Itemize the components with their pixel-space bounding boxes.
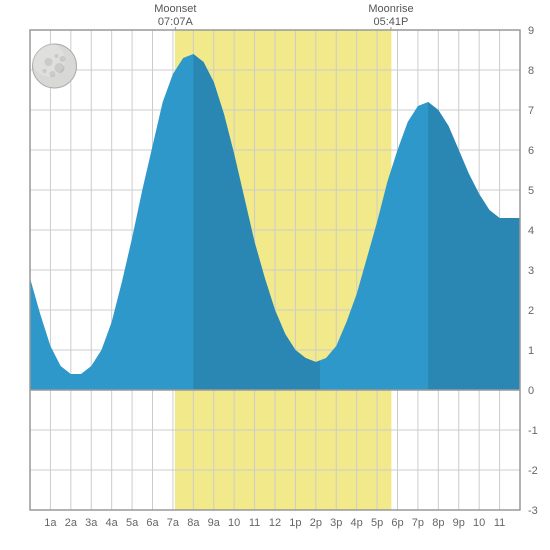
x-tick-label: 9p <box>453 517 465 529</box>
y-tick-label: 3 <box>528 265 534 277</box>
y-tick-label: 4 <box>528 225 534 237</box>
x-tick-label: 7a <box>167 517 180 529</box>
y-tick-label: -1 <box>528 425 538 437</box>
moonset-label: Moonset <box>154 3 196 15</box>
x-tick-label: 6a <box>146 517 159 529</box>
x-tick-label: 4a <box>106 517 119 529</box>
y-tick-label: 2 <box>528 305 534 317</box>
x-tick-label: 11 <box>494 517 505 529</box>
x-tick-label: 2a <box>65 517 78 529</box>
x-tick-label: 7p <box>412 517 424 529</box>
y-tick-label: -3 <box>528 505 538 517</box>
y-tick-label: 7 <box>528 105 534 117</box>
x-tick-label: 1a <box>44 517 57 529</box>
y-tick-label: 9 <box>528 25 534 37</box>
moonrise-label: Moonrise <box>368 3 413 15</box>
chart-svg: -3-2-101234567891a2a3a4a5a6a7a8a9a101112… <box>0 0 550 550</box>
x-tick-label: 12 <box>269 517 281 529</box>
x-tick-label: 1p <box>289 517 301 529</box>
x-tick-label: 10 <box>473 517 485 529</box>
x-tick-label: 3a <box>85 517 98 529</box>
moon-icon <box>32 44 77 89</box>
x-tick-label: 2p <box>310 517 322 529</box>
y-tick-label: 0 <box>528 385 534 397</box>
x-tick-label: 8a <box>187 517 200 529</box>
moonrise-time: 05:41P <box>374 16 409 28</box>
y-tick-label: 5 <box>528 185 534 197</box>
x-tick-label: 9a <box>208 517 221 529</box>
moonset-time: 07:07A <box>158 16 194 28</box>
x-tick-label: 5p <box>371 517 383 529</box>
tide-chart: -3-2-101234567891a2a3a4a5a6a7a8a9a101112… <box>0 0 550 550</box>
y-tick-label: -2 <box>528 465 538 477</box>
y-tick-label: 8 <box>528 65 534 77</box>
x-tick-label: 10 <box>228 517 240 529</box>
x-tick-label: 6p <box>391 517 403 529</box>
x-tick-label: 8p <box>432 517 444 529</box>
x-tick-label: 4p <box>351 517 363 529</box>
y-tick-label: 6 <box>528 145 534 157</box>
x-tick-label: 11 <box>249 517 260 529</box>
y-tick-label: 1 <box>528 345 534 357</box>
x-tick-label: 3p <box>330 517 342 529</box>
x-tick-label: 5a <box>126 517 139 529</box>
